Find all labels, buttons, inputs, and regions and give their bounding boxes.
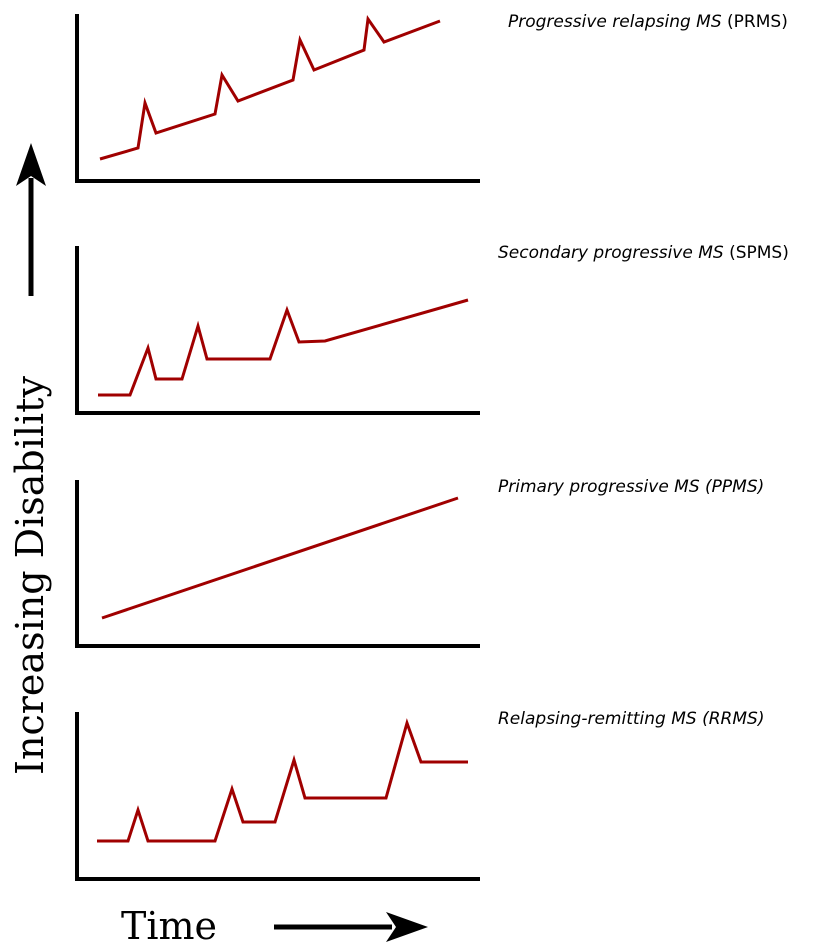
panel-rrms: Relapsing-remitting MS (RRMS) [75,709,764,881]
x-axis-label: Time [121,904,217,942]
panel-rrms-disability-trace [97,718,468,843]
panel-spms: Secondary progressive MS (SPMS) [75,243,789,415]
panel-prms-disability-trace [99,14,441,161]
x-axis-indicator: Time [121,904,428,942]
panel-ppms-disability-trace [101,496,459,620]
panel-prms-axes [75,14,480,183]
panel-prms-label: Progressive relapsing MS (PRMS) [508,12,788,32]
panel-rrms-label: Relapsing-remitting MS (RRMS) [498,709,764,729]
y-axis-label: Increasing Disability [8,376,52,775]
right-arrow-icon [386,912,428,942]
y-axis-indicator: Increasing Disability [8,143,52,775]
panel-spms-label: Secondary progressive MS (SPMS) [498,243,789,263]
panel-ppms-label: Primary progressive MS (PPMS) [498,477,764,497]
panel-prms: Progressive relapsing MS (PRMS) [75,12,788,183]
panel-ppms: Primary progressive MS (PPMS) [75,477,764,648]
up-arrow-icon [16,143,46,186]
panel-rrms-axes [75,712,480,881]
panel-spms-disability-trace [98,298,469,397]
panel-spms-axes [75,246,480,415]
panel-ppms-axes [75,480,480,648]
